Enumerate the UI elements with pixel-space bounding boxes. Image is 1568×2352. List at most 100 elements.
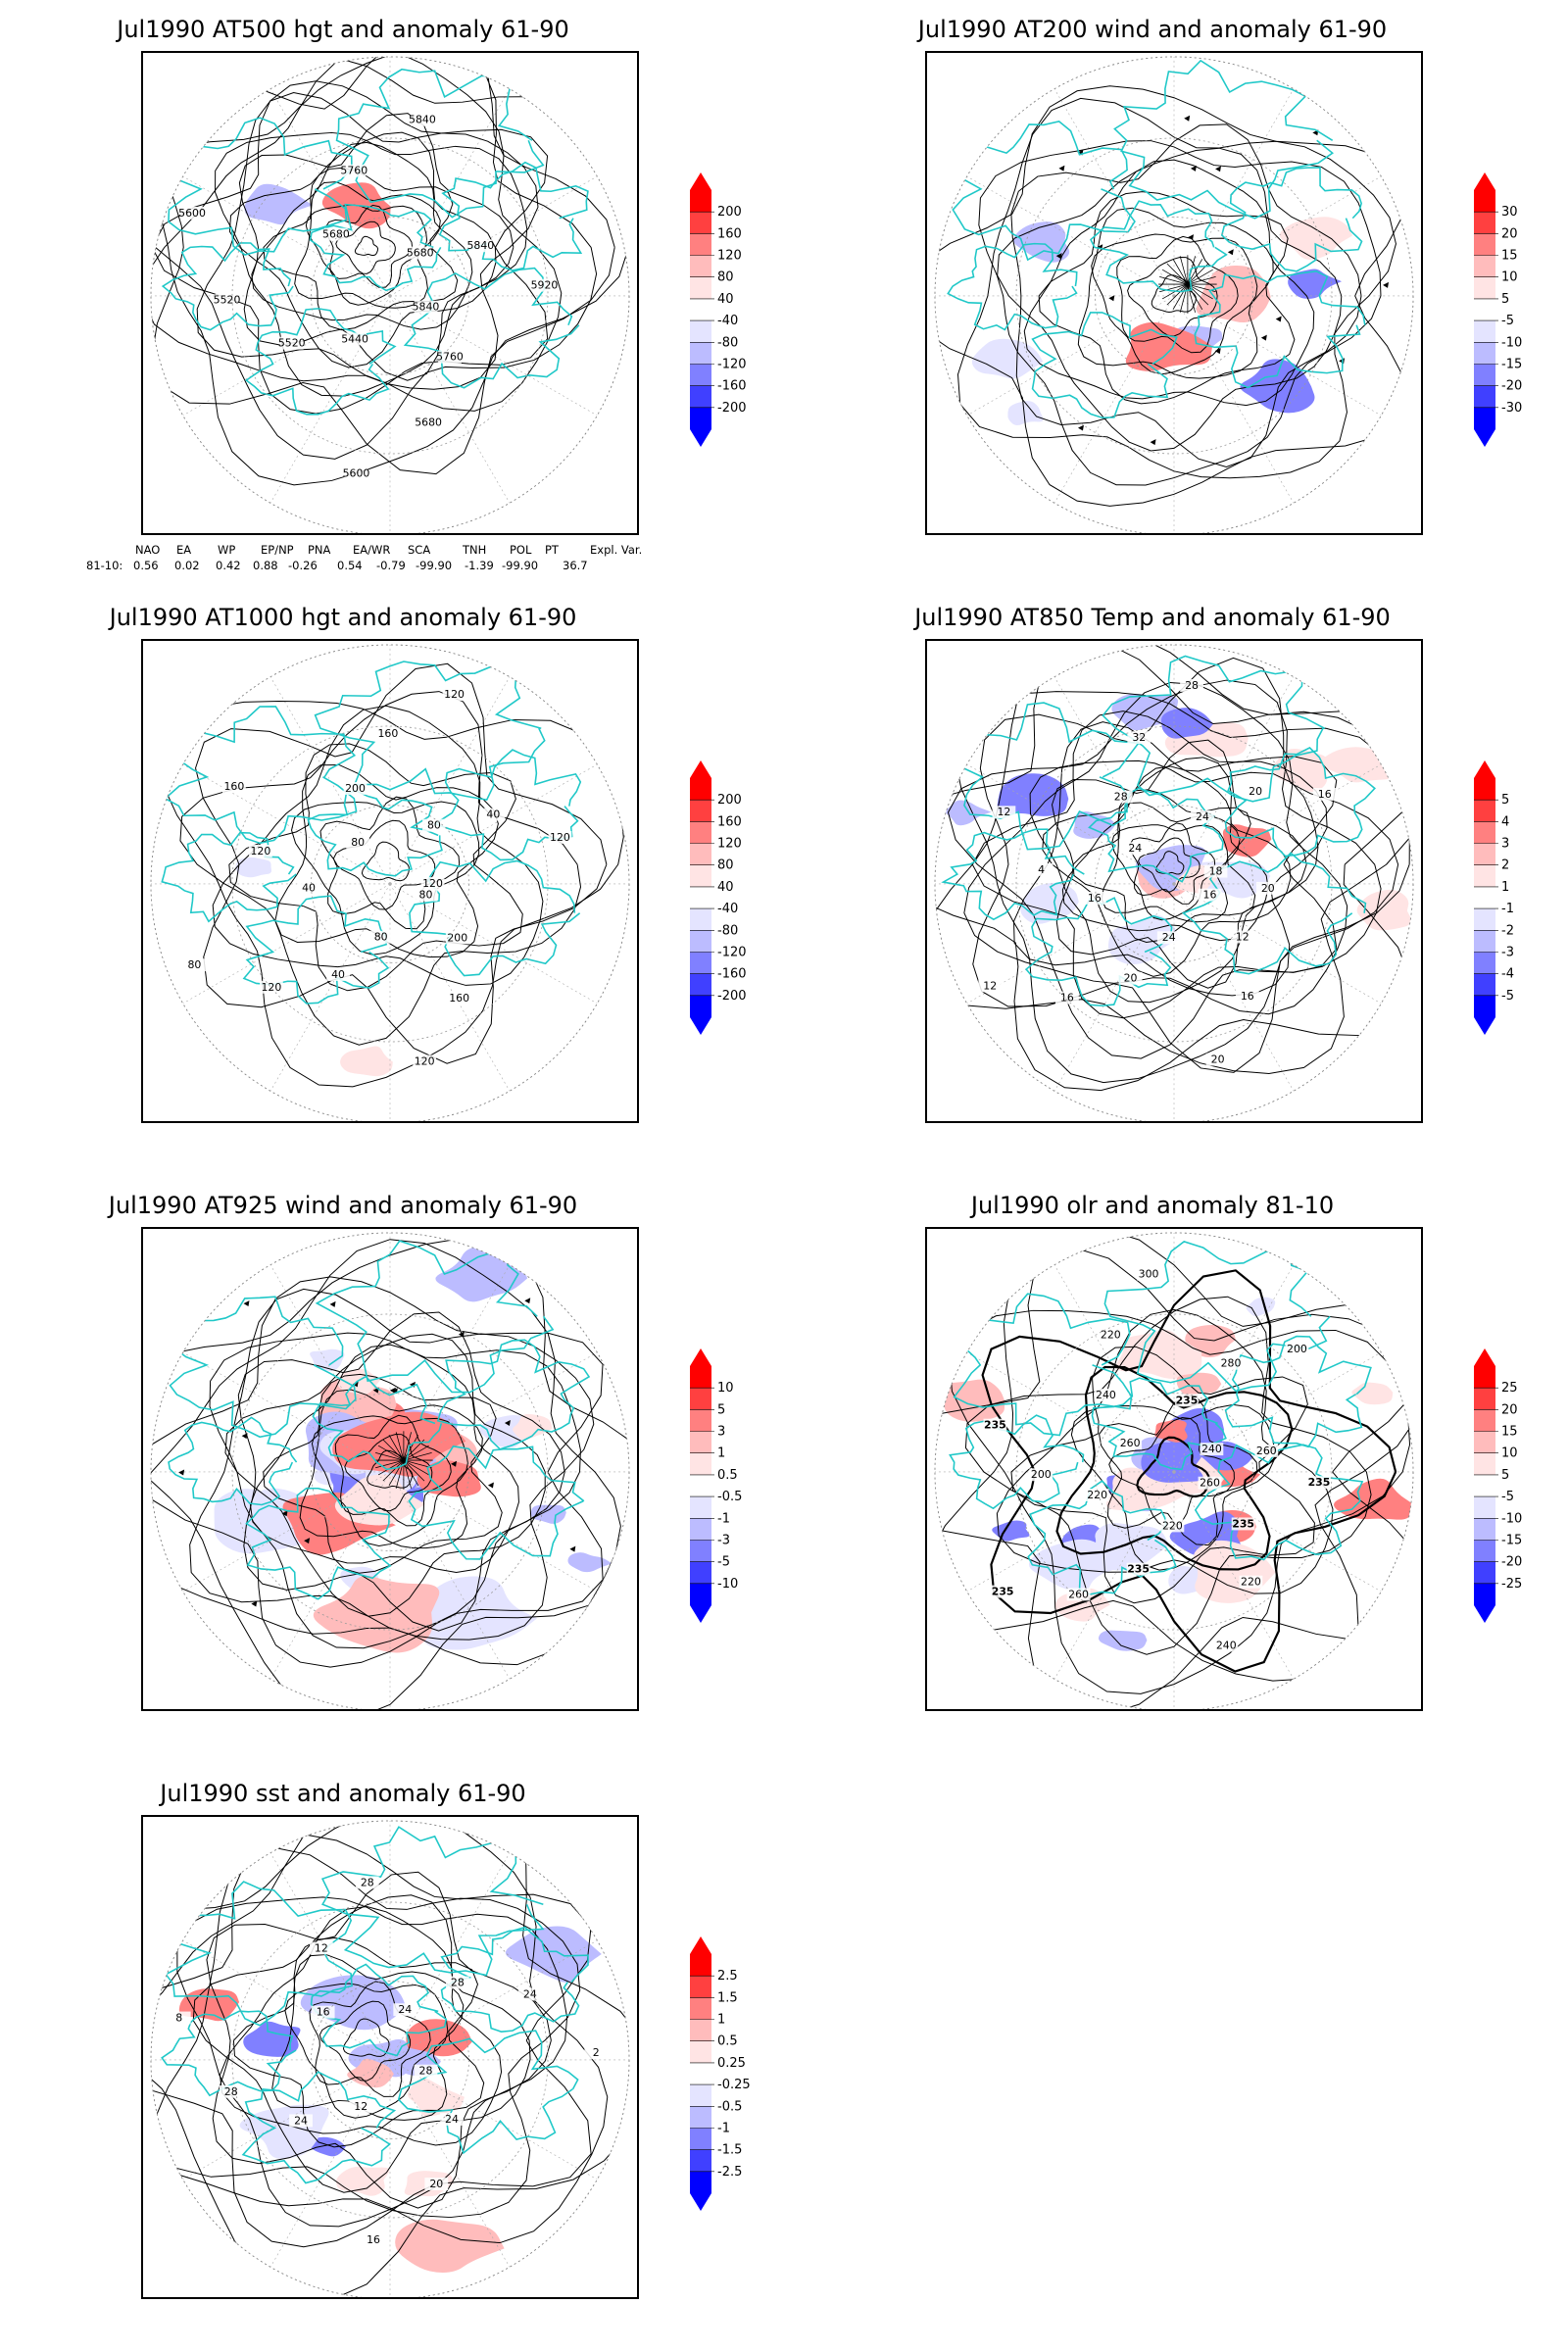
contour-label: 120: [415, 1054, 435, 1067]
coastlines: [161, 660, 582, 1004]
coastlines: [161, 68, 589, 416]
contour-label: 235: [1232, 1517, 1254, 1530]
contour-label: 16: [1318, 788, 1332, 801]
meridian-line: [182, 175, 391, 297]
contour-line: [342, 2018, 390, 2057]
latitude-circle: [1015, 1313, 1333, 1631]
colorbar-cell: [1474, 255, 1495, 277]
contour-line: [1111, 824, 1229, 921]
map-boundary: [150, 1232, 630, 1709]
colorbar-cell: [690, 886, 711, 909]
colorbar-cell: [1474, 930, 1495, 953]
contour-label: 160: [223, 780, 244, 793]
map-sst: 28 24 20 16 12 24 28 8 16 12 28 24 28 24 2: [141, 1815, 639, 2299]
positive-anomaly-area: [1185, 1324, 1236, 1358]
meridian-line: [182, 2059, 391, 2180]
wind-arrow: [329, 1300, 336, 1307]
streamline: [1187, 283, 1196, 313]
map-850temp: 16 12 16 20 24 20 16 12 16 4 12 24 28 32 28 24 20 16 18 20: [925, 639, 1423, 1123]
wind-arrow: [451, 1460, 458, 1467]
colorbar-label: -0.5: [717, 2099, 742, 2114]
coastline: [403, 267, 580, 389]
wind-arrow: [178, 1469, 185, 1476]
contour-line: [150, 1820, 609, 2244]
coastline: [244, 308, 397, 416]
colorbar-cell: [690, 2040, 711, 2063]
contour-label: 20: [429, 2178, 443, 2190]
coastline: [408, 1445, 585, 1560]
contour-label: 280: [1221, 1357, 1242, 1370]
contour-label: 220: [1087, 1489, 1107, 1501]
contour-line: [195, 662, 608, 1064]
colorbar-cell: [1474, 233, 1495, 256]
wind-arrow: [487, 1482, 494, 1489]
teleconnection-value: -99.90: [416, 559, 453, 572]
positive-anomaly-area: [1334, 1478, 1413, 1520]
colorbar-cell: [690, 1954, 711, 1977]
contour-label: 260: [1256, 1445, 1277, 1457]
meridian-line: [182, 1939, 391, 2061]
teleconnection-value: 0.54: [337, 559, 363, 572]
contour-line: [150, 56, 598, 460]
negative-anomaly-area: [1073, 811, 1116, 839]
coastline: [1194, 270, 1366, 389]
colorbar-label: 200: [717, 205, 742, 220]
contour-line: [996, 1308, 1334, 1594]
contour-label: 24: [1162, 931, 1176, 944]
colorbar-cell: [690, 1997, 711, 2020]
contour-line: [271, 1953, 465, 2121]
contour-label: 260: [1068, 1588, 1089, 1600]
meridian-line: [1173, 1471, 1382, 1592]
colorbar-1000hgt: 200 160 120 80 40 -40 -80 -120 -160 -200: [686, 760, 804, 1035]
negative-anomaly-area: [244, 183, 313, 225]
contour-label: 5840: [466, 239, 494, 252]
colorbar-label: -15: [1501, 358, 1522, 372]
contour-label: 120: [250, 845, 270, 858]
colorbar-cell: [690, 385, 711, 408]
colorbar-label: 40: [717, 880, 734, 895]
coastline: [164, 706, 358, 845]
coastline: [164, 117, 353, 256]
contour-label: 16: [1060, 992, 1074, 1004]
colorbar-label: -2.5: [717, 2165, 742, 2180]
colorbar-cell: [1474, 212, 1495, 234]
colorbar-cell: [1474, 1474, 1495, 1497]
meridian-line: [389, 2059, 511, 2268]
contour-label: 5760: [340, 165, 368, 177]
contour-label: 28: [451, 1976, 465, 1988]
colorbar-label: -10: [1501, 1511, 1522, 1526]
colorbar-cell: [690, 800, 711, 822]
contour-line: [1127, 257, 1218, 337]
colorbar-top-arrow: [1474, 1348, 1495, 1366]
contour-label: 12: [315, 1941, 328, 1954]
panel-title-500hgt: Jul1990 AT500 hgt and anomaly 61-90: [117, 16, 569, 43]
colorbar-cell: [690, 1474, 711, 1497]
colorbar-850temp: 5 4 3 2 1 -1 -2 -3 -4 -5: [1470, 760, 1568, 1035]
coastline: [409, 859, 581, 977]
coastline: [947, 242, 1078, 331]
coastlines: [161, 1826, 589, 2184]
contour-lines: [934, 85, 1406, 507]
contour-line: [972, 657, 1399, 1073]
meridian-line: [389, 763, 598, 885]
contour-label: 8: [175, 2011, 182, 2024]
colorbar-cell: [690, 1409, 711, 1432]
colorbar-bottom-arrow: [1474, 1605, 1495, 1623]
coastline: [950, 120, 1136, 262]
colorbar-cell: [1474, 364, 1495, 386]
colorbar-bottom-arrow: [1474, 429, 1495, 447]
negative-anomaly-area: [1098, 1630, 1148, 1651]
colorbar-top-arrow: [1474, 172, 1495, 190]
colorbar-cell: [1474, 886, 1495, 909]
colorbar-label: 25: [1501, 1381, 1518, 1396]
colorbar-label: -0.5: [717, 1490, 742, 1504]
coastline: [1224, 1335, 1372, 1448]
contour-label: 40: [486, 808, 500, 821]
wind-arrow: [458, 1331, 465, 1338]
contour-label: 120: [422, 877, 443, 890]
contour-line: [325, 204, 414, 288]
contour-label: 12: [1236, 930, 1250, 943]
contour-lines: [160, 662, 624, 1088]
polar-projection: 5840 5760 5680 5600 5440 5520 5520 5600 5680 5760…: [150, 56, 630, 533]
colorbar-label: 4: [1501, 814, 1509, 829]
